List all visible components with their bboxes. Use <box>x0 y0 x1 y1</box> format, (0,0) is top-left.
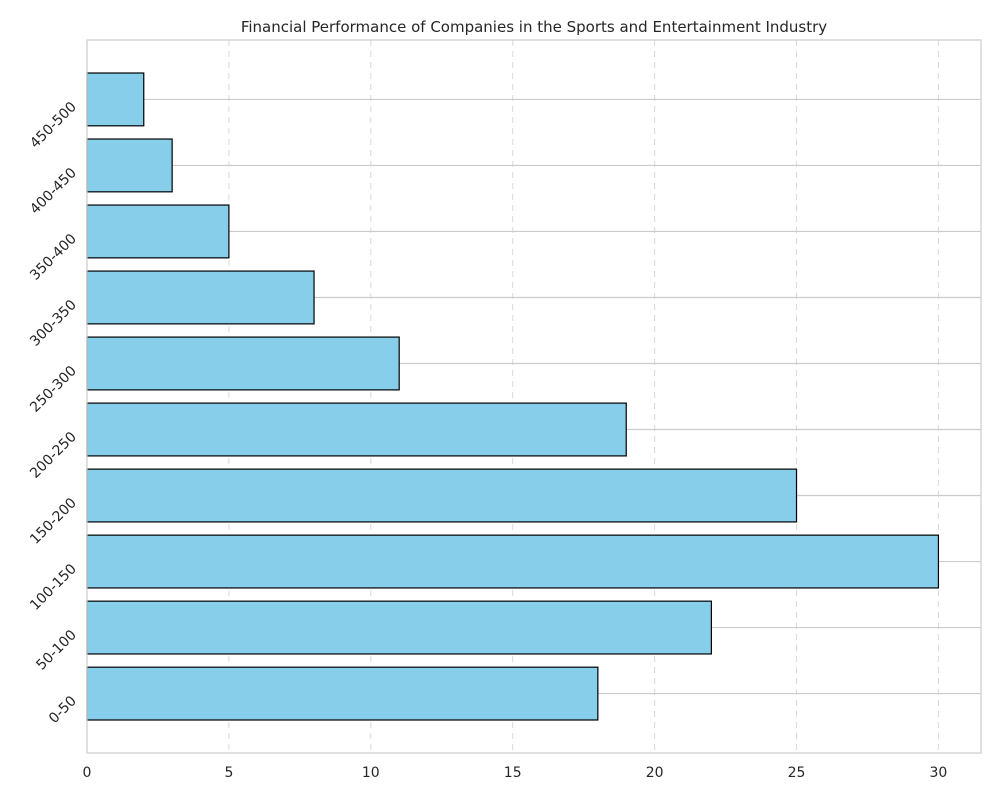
y-tick-label: 50-100 <box>33 627 79 673</box>
y-tick-label: 250-300 <box>27 363 80 416</box>
x-tick-label: 15 <box>504 765 522 781</box>
y-tick-label: 300-350 <box>27 297 80 350</box>
y-tick-label: 400-450 <box>27 165 80 218</box>
bar-50-100 <box>87 601 711 654</box>
y-tick-label: 0-50 <box>46 693 80 727</box>
y-tick-label: 450-500 <box>27 99 80 152</box>
x-tick-label: 30 <box>930 765 948 781</box>
x-tick-label: 10 <box>362 765 380 781</box>
x-tick-label: 25 <box>788 765 806 781</box>
y-tick-label: 100-150 <box>27 561 80 614</box>
x-tick-label: 20 <box>646 765 664 781</box>
bar-250-300 <box>87 337 399 390</box>
bar-450-500 <box>87 73 144 126</box>
x-tick-label: 0 <box>83 765 92 781</box>
x-tick-labels: 0 5 10 15 20 25 30 <box>83 765 948 781</box>
bar-150-200 <box>87 469 797 522</box>
bar-300-350 <box>87 271 314 324</box>
bar-350-400 <box>87 205 229 258</box>
bar-200-250 <box>87 403 626 456</box>
x-tick-label: 5 <box>224 765 233 781</box>
y-tick-labels: 0-50 50-100 100-150 150-200 200-250 250-300 30… <box>27 99 80 727</box>
bar-100-150 <box>87 535 938 588</box>
bar-0-50 <box>87 667 598 720</box>
bar-400-450 <box>87 139 172 192</box>
y-tick-label: 150-200 <box>27 495 80 548</box>
y-tick-label: 350-400 <box>27 231 80 284</box>
chart-title: Financial Performance of Companies in th… <box>241 18 827 36</box>
y-tick-label: 200-250 <box>27 429 80 482</box>
